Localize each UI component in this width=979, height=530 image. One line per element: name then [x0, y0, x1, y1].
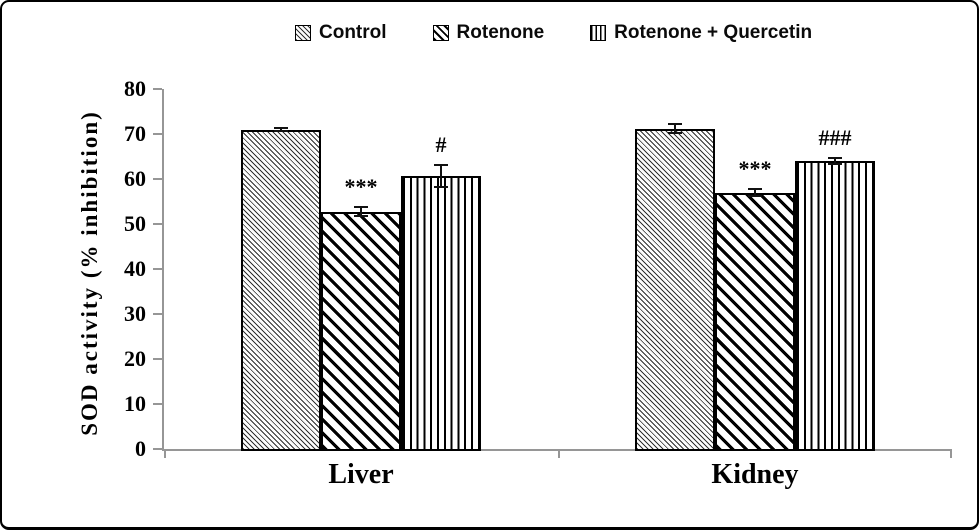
error-bar-cap-top — [434, 163, 448, 166]
error-bar-cap-top — [748, 187, 762, 190]
error-bar — [754, 188, 756, 197]
y-tick-label: 70 — [124, 121, 146, 146]
error-bar-cap-top — [828, 156, 842, 159]
error-bar — [440, 164, 442, 188]
x-tick-mark — [164, 449, 166, 458]
chart-legend: Control Rotenone Rotenone + Quercetin — [295, 22, 812, 44]
y-tick-label: 40 — [124, 256, 146, 281]
error-bar-cap-bottom — [828, 163, 842, 166]
y-tick-mark — [153, 88, 162, 90]
y-tick-mark — [153, 268, 162, 270]
legend-swatch-rq-icon — [590, 25, 607, 41]
bar-liver-rotenone-quercetin — [401, 175, 481, 451]
error-bar-cap-bottom — [434, 186, 448, 189]
error-bar-cap-top — [354, 206, 368, 209]
legend-label: Rotenone + Quercetin — [614, 22, 813, 43]
y-tick-mark — [153, 313, 162, 315]
significance-annotation: # — [435, 131, 447, 157]
y-tick-mark — [153, 448, 162, 450]
legend-swatch-rotenone-icon — [432, 25, 449, 41]
y-tick-mark — [153, 133, 162, 135]
y-tick-label: 0 — [135, 436, 146, 461]
error-bar-cap-top — [668, 123, 682, 126]
error-bar — [360, 207, 362, 217]
significance-annotation: *** — [344, 174, 378, 200]
legend-label: Rotenone — [456, 22, 545, 43]
y-tick-label: 20 — [124, 346, 146, 371]
error-bar — [674, 124, 676, 134]
significance-annotation: *** — [738, 155, 772, 181]
y-tick-mark — [153, 358, 162, 360]
bar-kidney-rotenone — [715, 192, 795, 451]
error-bar-cap-bottom — [748, 195, 762, 198]
bar-kidney-control — [635, 128, 715, 451]
legend-item-rotenone: Rotenone — [432, 22, 545, 44]
y-tick-label: 50 — [124, 211, 146, 236]
y-tick-mark — [153, 178, 162, 180]
legend-label: Control — [319, 22, 387, 43]
legend-item-rotenone-quercetin: Rotenone + Quercetin — [590, 22, 812, 44]
error-bar — [834, 157, 836, 165]
y-tick-label: 60 — [124, 166, 146, 191]
y-tick-mark — [153, 403, 162, 405]
error-bar-cap-bottom — [354, 215, 368, 218]
legend-swatch-control-icon — [295, 25, 311, 41]
error-bar-cap-bottom — [274, 129, 288, 132]
y-tick-label: 30 — [124, 301, 146, 326]
x-category-label-kidney: Kidney — [711, 459, 799, 490]
x-tick-mark — [950, 449, 952, 458]
bar-kidney-rotenone-quercetin — [795, 161, 875, 451]
error-bar-cap-bottom — [668, 132, 682, 135]
x-category-label-liver: Liver — [328, 459, 394, 490]
y-tick-label: 10 — [124, 391, 146, 416]
error-bar-cap-top — [274, 127, 288, 130]
legend-item-control: Control — [295, 22, 387, 44]
significance-annotation: ### — [818, 124, 852, 150]
bar-liver-control — [241, 129, 321, 451]
bar-liver-rotenone — [321, 211, 401, 451]
x-tick-mark — [558, 449, 560, 458]
y-tick-mark — [153, 223, 162, 225]
error-bar — [280, 128, 282, 131]
plot-area: 0 10 20 30 40 50 60 70 80 *** # Liver *** ### Kidney — [124, 77, 952, 490]
y-tick-label: 80 — [124, 76, 146, 101]
